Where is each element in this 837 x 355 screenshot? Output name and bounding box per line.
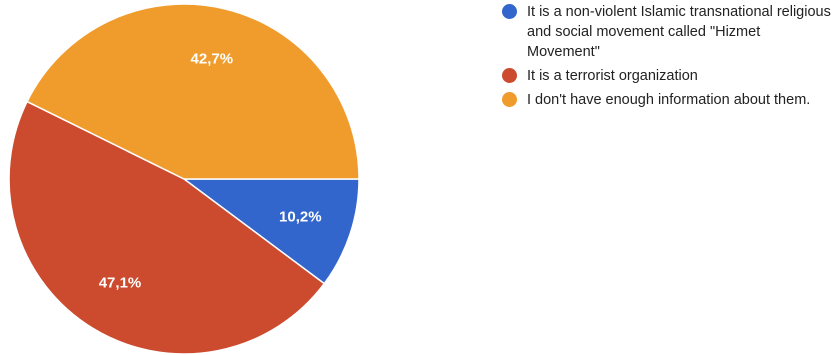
legend-label-1: It is a terrorist organization (527, 68, 698, 84)
legend-label-0: It is a non-violent Islamic transnationa… (527, 4, 831, 60)
pie-slice-label-2: 42,7% (191, 51, 234, 68)
legend: It is a non-violent Islamic transnationa… (502, 2, 837, 114)
legend-item-2: I don't have enough information about th… (502, 90, 837, 110)
legend-swatch-0 (502, 4, 517, 19)
pie-chart: 10,2% 47,1% 42,7% (8, 3, 360, 355)
pie-slice-label-1: 47,1% (99, 274, 142, 291)
pie-slice-1 (8, 100, 326, 355)
legend-swatch-1 (502, 68, 517, 83)
legend-label-2: I don't have enough information about th… (527, 92, 811, 108)
pie-slice-label-0: 10,2% (279, 209, 322, 226)
pie-slice-2 (26, 3, 360, 180)
pie-slice-0 (183, 178, 360, 285)
legend-item-0: It is a non-violent Islamic transnationa… (502, 2, 837, 62)
legend-swatch-2 (502, 92, 517, 107)
legend-item-1: It is a terrorist organization (502, 66, 837, 86)
